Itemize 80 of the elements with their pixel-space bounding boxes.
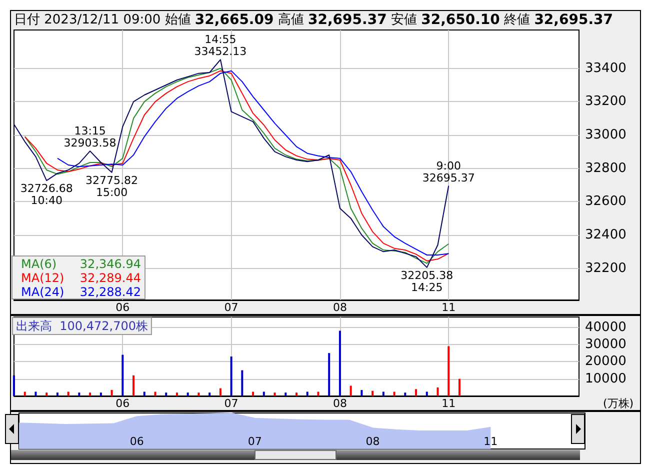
text: MA(6): [21, 257, 57, 271]
annotation: 13:15 32903.58: [64, 124, 116, 150]
x-tick-label: 06: [116, 301, 130, 314]
y-axis-title: (万株): [603, 397, 634, 410]
bar: [24, 392, 26, 396]
bar: [230, 356, 232, 396]
x-tick-label: 07: [224, 397, 238, 410]
bar: [208, 392, 211, 396]
text: MA(24): [21, 285, 64, 299]
bar: [78, 392, 80, 396]
bar: [198, 392, 200, 396]
y-tick-label: 40000: [585, 320, 626, 335]
bar: [317, 392, 320, 396]
y-tick-label: 32800: [585, 160, 626, 176]
bar: [56, 392, 58, 396]
x-tick-label: 08: [332, 301, 347, 314]
bar: [165, 392, 168, 396]
annotation: 32726.68 10:40: [20, 182, 73, 208]
x-tick-label: 11: [442, 397, 456, 410]
annotation: 14:55 33452.13: [194, 33, 247, 58]
x-tick-label: 08: [366, 435, 380, 448]
bar: [458, 378, 460, 396]
bar: [13, 375, 15, 396]
y-tick-label: 32600: [585, 194, 626, 210]
y-tick-label: 32400: [585, 228, 626, 242]
bar: [34, 392, 37, 396]
y-tick-label: 32200: [585, 260, 626, 276]
bar: [122, 354, 124, 396]
annotation: 32,288.42: [80, 285, 141, 299]
bar: [46, 392, 48, 396]
bar: [328, 353, 330, 396]
x-tick-label: 11: [484, 435, 498, 448]
y-tick-label: 10000: [585, 371, 626, 386]
bar: [252, 392, 254, 396]
bar: [296, 392, 298, 396]
chart-title: 出来高 100,472,700株: [16, 319, 148, 333]
y-tick-label: 33400: [585, 60, 626, 76]
annotation: 9:00 32695.37: [422, 159, 475, 184]
bar: [415, 389, 418, 396]
bar: [67, 392, 70, 396]
x-tick-label: 08: [332, 397, 347, 410]
annotation: 32,346.94: [80, 257, 141, 271]
bar: [338, 330, 341, 396]
bar: [154, 392, 156, 396]
x-tick-label: 07: [248, 435, 262, 448]
annotation: 32775.82 15:00: [86, 174, 138, 199]
bar: [350, 386, 352, 396]
bar: [241, 370, 244, 396]
bar: [89, 392, 92, 396]
bar: [284, 392, 287, 396]
bar: [262, 392, 265, 396]
y-tick-label: 33200: [585, 94, 626, 110]
annotation: 32,289.44: [80, 271, 141, 285]
bar: [110, 390, 113, 396]
bar: [426, 392, 428, 396]
bar: [100, 392, 102, 396]
annotation: 32205.38 14:25: [400, 268, 454, 294]
x-tick-label: 07: [224, 301, 238, 314]
bar: [436, 387, 439, 396]
bar: [274, 392, 276, 396]
bar: [176, 392, 178, 396]
y-tick-label: 30000: [585, 336, 626, 352]
bar: [404, 392, 406, 396]
chart-title: 日付 2023/12/11 09:00 始値 32,665.09 高値 32,695.37 安値 32,650.10 終値 32,695.37: [14, 12, 614, 28]
bar: [372, 390, 374, 396]
bar: [143, 392, 146, 396]
x-tick-label: 06: [116, 397, 130, 410]
x-tick-label: 06: [130, 435, 144, 448]
text: MA(12): [21, 271, 64, 285]
bar: [382, 392, 384, 396]
bar: [132, 375, 135, 396]
x-tick-label: 11: [442, 301, 456, 314]
bar: [393, 392, 396, 396]
y-tick-label: 33000: [585, 128, 626, 142]
bar: [360, 390, 363, 396]
y-tick-label: 20000: [585, 354, 626, 370]
bar: [186, 392, 189, 396]
bar: [219, 388, 222, 396]
bar: [448, 346, 450, 396]
bar: [306, 392, 308, 396]
